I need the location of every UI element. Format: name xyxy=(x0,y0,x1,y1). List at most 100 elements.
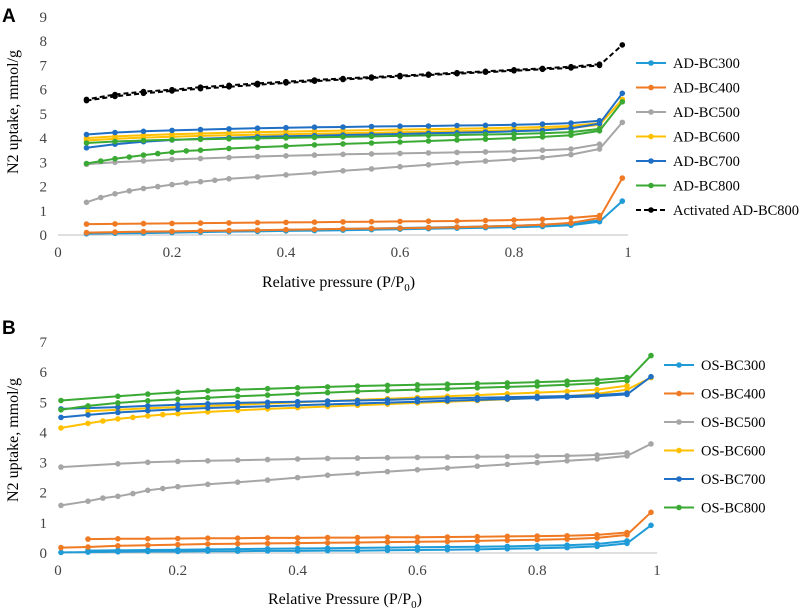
data-point-os-bc700 xyxy=(234,400,241,406)
data-point-os-bc500 xyxy=(534,459,540,466)
data-point-ad-bc700 xyxy=(140,128,147,135)
data-point-os-bc800 xyxy=(648,352,654,359)
data-point-os-bc800 xyxy=(474,380,481,387)
x-tick-label-a: 1 xyxy=(624,245,632,261)
data-point-os-bc700 xyxy=(474,395,481,401)
data-point-os-bc400 xyxy=(444,534,451,540)
data-point-ad-bc800 xyxy=(568,129,574,135)
data-point-os-bc500 xyxy=(205,458,211,464)
y-tick-label-a: 0 xyxy=(40,228,48,244)
data-point-ad-bc700 xyxy=(197,126,204,133)
data-point-ad-bc500 xyxy=(596,146,603,152)
data-point-os-bc400 xyxy=(444,538,451,545)
data-point-ad-bc500 xyxy=(425,162,432,168)
data-point-os-bc500 xyxy=(115,461,121,467)
data-point-os-bc400 xyxy=(234,535,241,541)
data-point-ad-bc700 xyxy=(254,125,261,131)
data-point-os-bc300 xyxy=(58,549,64,556)
data-point-os-bc800 xyxy=(504,380,511,386)
x-tick-label-a: 0 xyxy=(54,245,62,261)
data-point-os-bc400 xyxy=(145,542,151,548)
y-tick-label-b: 5 xyxy=(40,395,48,411)
data-point-ad-bc400 xyxy=(83,221,90,227)
data-point-ad-bc600 xyxy=(197,130,204,137)
data-point-os-bc800 xyxy=(294,391,301,397)
data-point-os-bc300 xyxy=(624,538,630,544)
series-line-activated-ad-bc800-adsorption xyxy=(86,44,623,102)
data-point-ad-bc700 xyxy=(112,129,118,136)
data-point-os-bc700 xyxy=(205,401,211,407)
data-point-ad-bc500 xyxy=(112,191,118,197)
data-point-activated-ad-bc800 xyxy=(454,69,460,76)
data-point-os-bc800 xyxy=(504,384,511,390)
data-point-ad-bc500 xyxy=(619,119,626,126)
data-point-ad-bc500 xyxy=(283,153,289,159)
data-point-ad-bc600 xyxy=(112,133,118,140)
legend-marker-os-bc500 xyxy=(676,419,682,425)
data-point-os-bc500 xyxy=(354,470,361,477)
data-point-activated-ad-bc800 xyxy=(197,84,204,90)
y-tick-label-a: 7 xyxy=(40,58,48,74)
data-point-os-bc700 xyxy=(324,398,331,404)
data-point-os-bc800 xyxy=(294,385,301,391)
data-point-os-bc700 xyxy=(115,409,121,416)
legend-label-ad-bc800: AD-BC800 xyxy=(673,179,740,195)
data-point-ad-bc800 xyxy=(397,133,403,139)
data-point-os-bc700 xyxy=(234,404,241,410)
data-point-ad-bc500 xyxy=(183,180,190,186)
data-point-ad-bc800 xyxy=(83,160,90,167)
data-point-ad-bc700 xyxy=(568,120,574,126)
series-group-a xyxy=(83,42,626,237)
data-point-os-bc800 xyxy=(534,379,540,385)
y-tick-label-b: 2 xyxy=(40,486,48,502)
data-point-os-bc500 xyxy=(324,472,331,479)
data-point-os-bc300 xyxy=(504,543,511,550)
data-point-os-bc800 xyxy=(175,396,181,403)
data-point-ad-bc800 xyxy=(197,147,204,153)
data-point-os-bc800 xyxy=(115,393,121,400)
data-point-os-bc800 xyxy=(624,374,630,381)
data-point-ad-bc400 xyxy=(425,224,432,231)
data-point-os-bc300 xyxy=(294,545,301,552)
data-point-activated-ad-bc800 xyxy=(83,96,90,103)
data-point-ad-bc500 xyxy=(368,166,375,172)
x-tick-labels-a: 0 0.2 0.4 0.6 0.8 1 xyxy=(54,245,632,261)
data-point-os-bc300 xyxy=(354,545,361,551)
legend-label-os-bc800: OS-BC800 xyxy=(701,501,765,517)
data-point-os-bc700 xyxy=(384,397,391,403)
data-point-os-bc500 xyxy=(264,477,271,483)
data-point-os-bc400 xyxy=(594,532,600,538)
data-point-os-bc500 xyxy=(354,455,361,461)
data-point-os-bc400 xyxy=(474,538,481,544)
data-point-ad-bc400 xyxy=(482,223,489,230)
data-point-os-bc700 xyxy=(85,412,91,418)
data-point-ad-bc400 xyxy=(596,212,603,219)
data-point-os-bc800 xyxy=(58,407,64,413)
data-point-activated-ad-bc800 xyxy=(283,78,289,85)
data-point-activated-ad-bc800 xyxy=(397,72,403,79)
data-point-os-bc600 xyxy=(175,410,181,417)
data-point-os-bc500 xyxy=(384,468,391,475)
x-tick-label-a: 0.2 xyxy=(163,245,182,261)
data-point-os-bc300 xyxy=(564,542,570,548)
data-point-ad-bc800 xyxy=(596,126,603,132)
data-point-os-bc800 xyxy=(384,382,391,389)
data-point-activated-ad-bc800 xyxy=(539,65,546,72)
data-point-ad-bc600 xyxy=(226,130,232,136)
data-point-os-bc500 xyxy=(294,474,301,481)
data-point-os-bc800 xyxy=(384,387,391,394)
data-point-activated-ad-bc800 xyxy=(482,68,489,75)
data-point-ad-bc500 xyxy=(226,176,232,182)
panel-label-a: A xyxy=(2,6,16,27)
data-point-os-bc700 xyxy=(414,396,421,402)
data-point-os-bc700 xyxy=(354,397,361,404)
data-point-os-bc300 xyxy=(234,546,241,552)
data-point-os-bc600 xyxy=(205,409,211,415)
data-point-ad-bc500 xyxy=(340,168,346,174)
data-point-ad-bc500 xyxy=(254,153,261,160)
legend-label-os-bc700: OS-BC700 xyxy=(701,472,765,488)
data-point-ad-bc600 xyxy=(283,128,289,135)
data-point-os-bc700 xyxy=(58,414,64,421)
data-point-os-bc400 xyxy=(504,533,511,540)
data-point-os-bc400 xyxy=(264,540,271,547)
